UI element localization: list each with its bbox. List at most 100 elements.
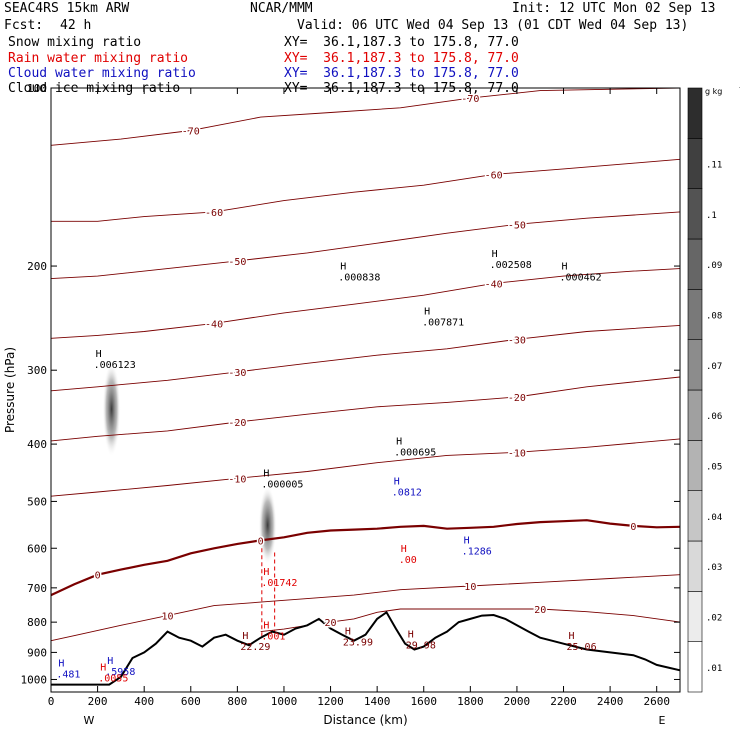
colorbar-segment-1 — [687, 591, 703, 642]
max-marker-13: H — [345, 627, 351, 638]
temp-contour-label-1-0: -60 — [205, 208, 223, 219]
max-marker-12: H — [242, 631, 248, 642]
terrain-fill — [51, 612, 680, 692]
temp-contour-label-6-1: -10 — [508, 448, 526, 459]
colorbar-segment-9 — [687, 188, 703, 240]
max-value-3: .007871 — [422, 317, 464, 328]
colorbar-tick-label-7: .08 — [706, 312, 722, 322]
max-marker-10: H — [263, 567, 269, 578]
max-marker-1: H — [263, 469, 269, 480]
y-tick-label-2: 400 — [27, 438, 47, 451]
x-tick-label-10: 2000 — [504, 695, 531, 708]
max-value-8: .1286 — [462, 546, 492, 557]
colorbar-tick-label-2: .03 — [706, 563, 722, 573]
ice-shading-1 — [258, 485, 277, 565]
temp-contour-label-2-0: -50 — [228, 257, 246, 268]
x-tick-label-11: 2200 — [550, 695, 577, 708]
temp-contour-label-3-0: -40 — [205, 319, 223, 330]
y-tick-label-8: 1000 — [21, 673, 48, 686]
x-tick-label-12: 2400 — [597, 695, 624, 708]
colorbar-tick-label-1: .02 — [706, 614, 722, 624]
colorbar-segment-2 — [687, 540, 703, 592]
temp-contour-label-0-1: -70 — [461, 94, 479, 105]
plot-frame — [50, 87, 681, 693]
fcst-value: 42 h — [60, 18, 92, 33]
temp-contour-label-3-1: -40 — [485, 279, 503, 290]
max-marker-16: H — [107, 656, 113, 667]
colorbar-tick-label-6: .07 — [706, 362, 722, 372]
y-tick-label-6: 800 — [27, 616, 47, 629]
colorbar-segment-4 — [687, 440, 703, 491]
colorbar-tick-label-10: .11 — [706, 161, 722, 171]
x-tick-label-3: 600 — [181, 695, 201, 708]
x-tick-label-0: 0 — [48, 695, 55, 708]
y-tick-label-4: 600 — [27, 542, 47, 555]
temp-contour-label-5-0: -20 — [228, 418, 246, 429]
max-marker-9: H — [401, 544, 407, 555]
init-time: Init: 12 UTC Mon 02 Sep 13 — [512, 1, 716, 16]
max-value-10: .01742 — [261, 578, 297, 589]
temp-contour-label-1-1: -60 — [485, 170, 503, 181]
fcst-label: Fcst: — [4, 18, 44, 33]
rain-contour — [261, 548, 276, 641]
colorbar-unit: g kg — [705, 87, 722, 96]
temp-contour-label-4-1: -30 — [508, 335, 526, 346]
max-value-0: .006123 — [94, 360, 136, 371]
temp-contour-label-8-1: 20 — [534, 605, 546, 616]
y-tick-label-7: 900 — [27, 646, 47, 659]
x-tick-label-1: 200 — [88, 695, 108, 708]
max-value-6: .000695 — [394, 448, 436, 459]
colorbar-segment-3 — [687, 490, 703, 542]
colorbar-tick-label-8: .09 — [706, 261, 722, 271]
colorbar-tick-label-9: .1 — [706, 211, 717, 221]
y-tick-label-3: 500 — [27, 495, 47, 508]
y-tick-label-1: 300 — [27, 364, 47, 377]
max-marker-6: H — [396, 437, 402, 448]
colorbar-tick-label-4: .05 — [706, 463, 722, 473]
max-marker-15: H — [569, 631, 575, 642]
colorbar-segment-6 — [687, 339, 703, 391]
colorbar-tick-label-3: .04 — [706, 513, 722, 523]
max-marker-7: H — [394, 477, 400, 488]
y-axis-title: Pressure (hPa) — [3, 347, 17, 433]
max-value-4: .002508 — [490, 260, 532, 271]
temp-contour-0 — [50, 87, 681, 146]
temp-contour-5 — [50, 376, 681, 442]
max-marker-0: H — [96, 349, 102, 360]
zero-isotherm-label-0: 0 — [95, 571, 101, 582]
temp-contour-7 — [50, 574, 681, 642]
y-tick-label-5: 700 — [27, 582, 47, 595]
temp-contour-label-2-1: -50 — [508, 220, 526, 231]
colorbar-segment-0 — [687, 641, 703, 693]
x-tick-label-4: 800 — [227, 695, 247, 708]
zero-isotherm — [50, 519, 681, 597]
x-tick-label-6: 1200 — [317, 695, 344, 708]
temp-contour-label-5-1: -20 — [508, 393, 526, 404]
max-marker-18: H — [100, 662, 106, 673]
temp-contour-label-7-1: 10 — [464, 582, 476, 593]
colorbar-segment-10 — [687, 138, 703, 189]
max-value-18: .0055 — [98, 673, 128, 684]
temp-contour-4 — [50, 324, 681, 392]
colorbar-tick-label-0: .01 — [706, 664, 722, 674]
x-tick-label-9: 1800 — [457, 695, 484, 708]
x-tick-label-2: 400 — [134, 695, 154, 708]
max-value-11: .001 — [261, 632, 285, 643]
max-value-2: .000838 — [338, 273, 380, 284]
y-tick-label-top: 100 — [27, 82, 47, 95]
max-value-15: 25.06 — [567, 642, 597, 653]
colorbar-tick-label-5: .06 — [706, 412, 722, 422]
x-end-label-west: W — [84, 714, 95, 727]
max-marker-3: H — [424, 306, 430, 317]
x-axis-title: Distance (km) — [323, 713, 407, 727]
temp-contour-label-0-0: -70 — [182, 127, 200, 138]
temp-contour-1 — [51, 158, 681, 222]
x-tick-label-7: 1400 — [364, 695, 391, 708]
temp-contour-label-4-0: -30 — [228, 368, 246, 379]
x-tick-label-5: 1000 — [271, 695, 298, 708]
max-marker-5: H — [562, 262, 568, 273]
temp-contour-label-6-0: -10 — [228, 474, 246, 485]
zero-isotherm-label-2: 0 — [630, 522, 636, 533]
max-value-14: 29.98 — [406, 641, 436, 652]
